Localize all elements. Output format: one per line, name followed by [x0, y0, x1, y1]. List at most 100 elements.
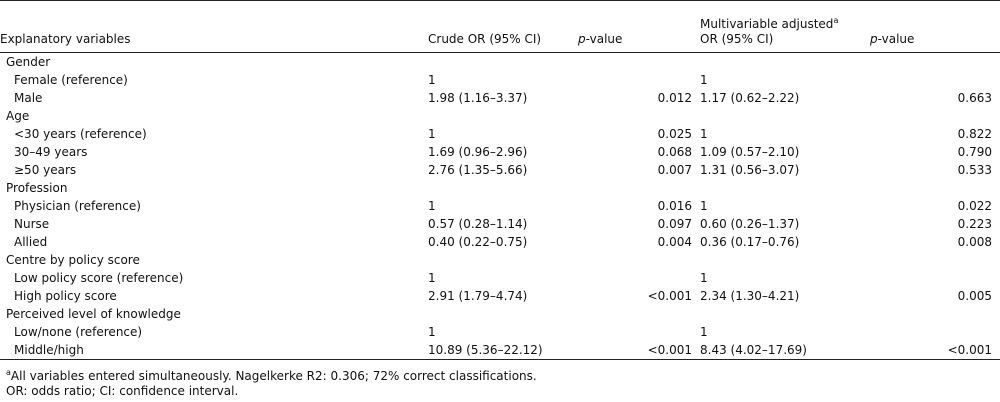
cell-adjusted-or: 1.09 (0.57–2.10) — [700, 145, 800, 159]
cell-adjusted-or: 0.36 (0.17–0.76) — [700, 235, 800, 249]
cell-p-value — [578, 269, 700, 287]
table-group-row: Perceived level of knowledge — [0, 305, 1000, 323]
cell-variable: Low/none (reference) — [14, 325, 143, 339]
cell-crude-or: 1 — [428, 73, 436, 87]
cell-adjusted-or: 1 — [700, 199, 708, 213]
cell-crude-or: 2.76 (1.35–5.66) — [428, 163, 528, 177]
table-row: High policy score 2.91 (1.79–4.74) <0.001 2… — [0, 287, 1000, 305]
cell-crude-or: 1.69 (0.96–2.96) — [428, 145, 528, 159]
table-row: Male 1.98 (1.16–3.37) 0.012 1.17 (0.62–2.22… — [0, 89, 1000, 107]
cell-crude-or: 10.89 (5.36–22.12) — [428, 341, 578, 360]
cell-p-value-adjusted: 0.533 — [957, 163, 992, 177]
header-p2-rest: -value — [877, 32, 915, 46]
footnote-a-mark: a — [6, 368, 11, 377]
cell-p-value: 0.097 — [657, 217, 692, 231]
header-p-rest: -value — [585, 32, 623, 46]
header-p2-italic: p — [870, 32, 878, 46]
cell-crude-or: 1 — [428, 325, 436, 339]
table-row: Female (reference) 1 1 — [0, 71, 1000, 89]
cell-p-value: <0.001 — [578, 341, 700, 360]
cell-p-value-adjusted — [870, 269, 1000, 287]
cell-variable: Age — [6, 109, 30, 123]
cell-p-value-adjusted — [870, 53, 1000, 72]
header-adj-footnote-mark: a — [833, 16, 839, 25]
cell-crude-or — [428, 107, 578, 125]
cell-adjusted-or: 1.17 (0.62–2.22) — [700, 91, 800, 105]
header-p-italic: p — [578, 32, 586, 46]
cell-crude-or: 2.91 (1.79–4.74) — [428, 289, 528, 303]
table-row: Middle/high 10.89 (5.36–22.12) <0.001 8.43 … — [0, 341, 1000, 360]
footnote-abbreviations: OR: odds ratio; CI: confidence interval. — [6, 384, 239, 398]
cell-p-value: 0.012 — [657, 91, 692, 105]
cell-variable: Female (reference) — [14, 73, 128, 87]
cell-adjusted-or: 1 — [700, 325, 708, 339]
cell-adjusted-or: 1.31 (0.56–3.07) — [700, 163, 800, 177]
cell-p-value: 0.068 — [657, 145, 692, 159]
cell-adjusted-or: 2.34 (1.30–4.21) — [700, 289, 800, 303]
cell-p-value-adjusted — [870, 251, 1000, 269]
regression-table: Explanatory variables Crude OR (95% CI) … — [0, 0, 1000, 360]
cell-p-value-adjusted: 0.005 — [957, 289, 992, 303]
cell-variable: Nurse — [14, 217, 50, 231]
cell-crude-or: 0.57 (0.28–1.14) — [428, 217, 528, 231]
header-adj-line1: Multivariable adjusted — [700, 17, 834, 31]
footnote-a: aAll variables entered simultaneously. N… — [6, 369, 537, 384]
table-group-row: Centre by policy score — [0, 251, 1000, 269]
results-table-container: Explanatory variables Crude OR (95% CI) … — [0, 0, 1000, 360]
cell-crude-or — [428, 53, 578, 72]
cell-variable: Gender — [6, 55, 51, 69]
header-p-value-adjusted: p-value — [870, 0, 1000, 53]
cell-adjusted-or: 1 — [700, 271, 708, 285]
cell-crude-or: 1 — [428, 199, 436, 213]
cell-variable: Profession — [6, 181, 68, 195]
cell-p-value-adjusted — [870, 71, 1000, 89]
table-row: Allied 0.40 (0.22–0.75) 0.004 0.36 (0.17–0.… — [0, 233, 1000, 251]
cell-p-value — [578, 71, 700, 89]
cell-adjusted-or — [700, 251, 870, 269]
cell-p-value: 0.016 — [657, 199, 692, 213]
cell-adjusted-or — [700, 53, 870, 72]
cell-variable: Allied — [14, 235, 48, 249]
cell-p-value: <0.001 — [647, 289, 692, 303]
cell-variable: Perceived level of knowledge — [6, 307, 181, 321]
cell-p-value — [578, 305, 700, 323]
cell-p-value-adjusted — [870, 179, 1000, 197]
cell-variable: Low policy score (reference) — [14, 271, 184, 285]
cell-p-value — [578, 179, 700, 197]
cell-p-value: 0.007 — [657, 163, 692, 177]
table-row: Low/none (reference) 1 1 — [0, 323, 1000, 341]
cell-crude-or: 0.40 (0.22–0.75) — [428, 235, 528, 249]
cell-variable: <30 years (reference) — [14, 127, 147, 141]
cell-crude-or — [428, 251, 578, 269]
table-header-row: Explanatory variables Crude OR (95% CI) … — [0, 0, 1000, 53]
header-p-value: p-value — [578, 0, 700, 53]
header-crude-text: Crude OR (95% CI) — [428, 32, 542, 46]
cell-p-value-adjusted: 0.022 — [957, 199, 992, 213]
header-explanatory-variables: Explanatory variables — [0, 0, 428, 53]
cell-adjusted-or — [700, 107, 870, 125]
cell-crude-or: 1.98 (1.16–3.37) — [428, 91, 528, 105]
table-row: 30–49 years 1.69 (0.96–2.96) 0.068 1.09 (0.… — [0, 143, 1000, 161]
cell-crude-or — [428, 179, 578, 197]
cell-p-value-adjusted: <0.001 — [870, 341, 1000, 360]
header-adj-line2: OR (95% CI) — [700, 32, 774, 46]
cell-p-value-adjusted: 0.008 — [957, 235, 992, 249]
cell-variable: Male — [14, 91, 43, 105]
table-group-row: Age — [0, 107, 1000, 125]
cell-p-value: 0.004 — [657, 235, 692, 249]
cell-p-value-adjusted — [870, 305, 1000, 323]
cell-adjusted-or — [700, 305, 870, 323]
cell-crude-or — [428, 305, 578, 323]
cell-p-value — [578, 251, 700, 269]
table-row: <30 years (reference) 1 0.025 1 0.822 — [0, 125, 1000, 143]
cell-p-value: 0.025 — [657, 127, 692, 141]
cell-p-value — [578, 53, 700, 72]
cell-variable: High policy score — [14, 289, 117, 303]
table-row: Physician (reference) 1 0.016 1 0.022 — [0, 197, 1000, 215]
footnote-a-text: All variables entered simultaneously. Na… — [10, 369, 537, 383]
header-adjusted-or: Multivariable adjusteda OR (95% CI) — [700, 0, 870, 53]
cell-adjusted-or: 8.43 (4.02–17.69) — [700, 341, 870, 360]
cell-p-value-adjusted: 0.790 — [957, 145, 992, 159]
cell-adjusted-or — [700, 179, 870, 197]
table-row: Nurse 0.57 (0.28–1.14) 0.097 0.60 (0.26–1.3… — [0, 215, 1000, 233]
